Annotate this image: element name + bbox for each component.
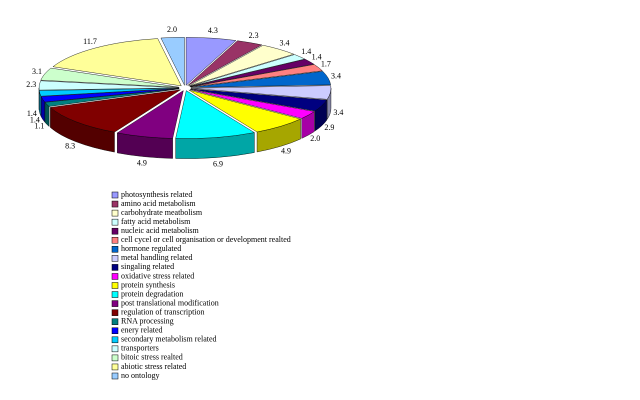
data-label: 2.0 [167,25,177,34]
legend-swatch [111,291,119,298]
slice [38,80,180,91]
legend-swatch [111,237,119,244]
legend-swatch [111,336,119,344]
slice [190,64,323,88]
slice [190,85,332,100]
data-label: 2.0 [310,134,320,143]
slice [175,90,255,139]
slice [187,40,263,86]
legend-label: carbohydrate meatbolism [121,208,203,217]
data-label: 1.4 [312,53,322,62]
legend-label: protein synthesis [121,280,175,289]
legend-swatch [111,309,119,316]
legend-label: singaling related [121,262,174,271]
legend-swatch [111,363,119,371]
legend-label: cell cycel or cell organisation or devel… [121,235,291,244]
slice [38,88,180,97]
data-label: 1.1 [34,122,44,131]
legend-swatch [111,300,119,307]
data-label: 4.9 [281,147,291,156]
data-label: 4.9 [137,159,147,168]
slice [49,89,181,133]
slice [188,89,302,133]
slice [189,54,306,87]
legend-swatch [111,264,119,271]
legend-label: no ontology [121,371,159,380]
data-label: 3.4 [280,39,290,48]
legend-swatch [111,200,119,208]
data-label: 11.7 [83,37,97,46]
slice [190,89,315,119]
legend-swatch [111,345,119,353]
data-label: 8.3 [65,141,75,150]
slice [190,71,331,88]
legend-swatch [111,191,119,199]
legend-label: post translational modification [121,298,219,307]
slice [160,37,185,86]
legend-swatch [111,227,119,235]
slice [185,37,237,86]
legend-label: transporters [121,344,159,353]
legend-swatch [111,246,119,253]
data-label: 2.9 [324,123,334,132]
legend-swatch [111,273,119,280]
legend-label: bitoic stress realted [121,353,183,362]
slice [188,45,295,87]
legend-swatch [111,255,119,262]
data-label: 6.9 [213,159,223,168]
pie: 4.32.33.41.41.41.73.43.42.92.04.96.94.98… [26,25,343,168]
legend-swatch [111,209,119,217]
legend-label: protein degradation [121,289,183,298]
legend-label: amino acid metabolism [121,199,196,208]
slice [52,38,182,87]
legend-label: fatty acid metabolism [121,217,191,226]
data-label: 4.3 [208,26,218,35]
legend-label: enery related [121,326,163,335]
data-label: 1.4 [301,47,311,56]
legend-swatch [111,318,119,325]
slice [44,88,180,107]
legend-swatch [111,218,119,226]
data-label: 1.4 [27,109,37,118]
slice [40,67,180,88]
legend-label: hormone regulated [121,244,181,253]
legend-swatch [111,372,119,380]
data-label: 3.1 [32,67,42,76]
data-label: 1.4 [30,116,40,125]
legend-label: nucleic acid metabolism [121,226,200,235]
slice [116,90,184,139]
slice [190,88,328,112]
slice [40,88,180,103]
legend-label: abiotic stress related [121,362,186,371]
legend-label: RNA processing [121,317,174,326]
legend-swatch [111,282,119,289]
legend-label: metal handling related [121,253,193,262]
data-label: 2.3 [249,31,259,40]
data-label: 3.4 [333,108,343,117]
legend-label: photosynthesis related [121,190,192,199]
legend-swatch [111,354,119,362]
data-label: 3.4 [331,71,341,80]
legend-label: oxidative stress related [121,271,194,280]
legend-label: secondary metabolism related [121,335,217,344]
legend-label: regulation of transcription [121,307,205,316]
slice [190,59,315,87]
data-label: 1.7 [321,59,331,68]
legend-swatch [111,327,119,334]
data-label: 2.3 [26,80,36,89]
